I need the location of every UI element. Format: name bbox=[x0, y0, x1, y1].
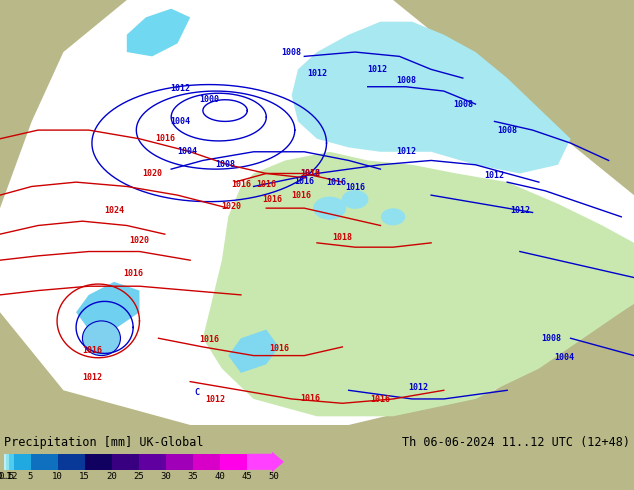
Text: 1008: 1008 bbox=[215, 160, 235, 169]
Polygon shape bbox=[228, 330, 279, 373]
Circle shape bbox=[342, 191, 368, 208]
Bar bbox=[84, 454, 112, 470]
Text: 1016: 1016 bbox=[256, 180, 276, 189]
Text: 1012: 1012 bbox=[307, 69, 327, 78]
Text: 1016: 1016 bbox=[199, 336, 219, 344]
Polygon shape bbox=[127, 9, 190, 56]
Text: 25: 25 bbox=[133, 472, 144, 481]
Text: 30: 30 bbox=[160, 472, 171, 481]
Text: 1016: 1016 bbox=[294, 177, 314, 186]
Text: 1016: 1016 bbox=[345, 183, 365, 192]
Text: 1000: 1000 bbox=[199, 95, 219, 104]
Bar bbox=[6, 454, 9, 470]
Text: 1020: 1020 bbox=[129, 236, 150, 245]
Bar bbox=[58, 454, 84, 470]
Circle shape bbox=[314, 197, 346, 219]
FancyArrow shape bbox=[247, 452, 284, 472]
Bar bbox=[112, 454, 139, 470]
Text: 1012: 1012 bbox=[396, 147, 416, 156]
Text: C: C bbox=[194, 388, 199, 397]
Text: 1004: 1004 bbox=[554, 353, 574, 362]
Text: 1012: 1012 bbox=[205, 395, 226, 404]
Text: 1012: 1012 bbox=[171, 84, 191, 94]
Bar bbox=[139, 454, 165, 470]
Text: 50: 50 bbox=[269, 472, 280, 481]
Text: 2: 2 bbox=[11, 472, 17, 481]
Text: 1008: 1008 bbox=[453, 99, 473, 109]
Circle shape bbox=[382, 209, 404, 224]
Text: 1004: 1004 bbox=[171, 117, 191, 126]
Text: 0.1: 0.1 bbox=[0, 472, 12, 481]
Text: 1016: 1016 bbox=[291, 191, 311, 199]
Text: 1012: 1012 bbox=[408, 383, 429, 392]
Text: 35: 35 bbox=[188, 472, 198, 481]
Text: 1016: 1016 bbox=[301, 394, 321, 403]
Text: 1012: 1012 bbox=[367, 65, 387, 74]
Text: 1012: 1012 bbox=[301, 169, 321, 178]
Bar bbox=[193, 454, 220, 470]
Bar bbox=[15, 454, 30, 470]
Bar bbox=[4, 454, 6, 470]
Bar bbox=[30, 454, 58, 470]
Text: 5: 5 bbox=[28, 472, 33, 481]
Text: 1020: 1020 bbox=[142, 169, 162, 178]
Text: 1016: 1016 bbox=[123, 269, 143, 278]
Bar bbox=[220, 454, 247, 470]
Text: 1004: 1004 bbox=[177, 147, 197, 156]
Text: 1008: 1008 bbox=[396, 76, 416, 85]
Text: Th 06-06-2024 11..12 UTC (12+48): Th 06-06-2024 11..12 UTC (12+48) bbox=[402, 436, 630, 449]
Text: 15: 15 bbox=[79, 472, 90, 481]
Text: 1016: 1016 bbox=[269, 344, 289, 353]
Text: 1024: 1024 bbox=[104, 206, 124, 215]
Text: 1016: 1016 bbox=[262, 195, 283, 204]
Text: 0.5: 0.5 bbox=[0, 472, 14, 481]
Text: 1012: 1012 bbox=[484, 171, 505, 180]
Text: 1016: 1016 bbox=[231, 180, 251, 189]
Text: 40: 40 bbox=[214, 472, 225, 481]
Text: 20: 20 bbox=[107, 472, 117, 481]
Polygon shape bbox=[76, 282, 139, 330]
Text: 1020: 1020 bbox=[221, 202, 242, 211]
Polygon shape bbox=[0, 0, 634, 425]
Text: 1012: 1012 bbox=[82, 373, 102, 382]
Polygon shape bbox=[292, 22, 571, 173]
Text: 1016: 1016 bbox=[370, 395, 391, 404]
Text: 1018: 1018 bbox=[332, 233, 353, 242]
Bar bbox=[9, 454, 15, 470]
Text: 1012: 1012 bbox=[510, 206, 530, 215]
Polygon shape bbox=[203, 152, 634, 416]
Text: 45: 45 bbox=[242, 472, 252, 481]
Ellipse shape bbox=[82, 321, 120, 356]
Text: 1016: 1016 bbox=[326, 178, 346, 187]
Text: 1008: 1008 bbox=[541, 334, 562, 343]
Text: 1016: 1016 bbox=[155, 134, 175, 143]
Text: 10: 10 bbox=[52, 472, 63, 481]
Bar bbox=[165, 454, 193, 470]
Text: 1016: 1016 bbox=[301, 169, 321, 178]
Text: 1008: 1008 bbox=[497, 125, 517, 135]
Text: 1016: 1016 bbox=[82, 346, 102, 355]
Text: 1008: 1008 bbox=[281, 48, 302, 56]
Text: Precipitation [mm] UK-Global: Precipitation [mm] UK-Global bbox=[4, 436, 204, 449]
Text: 1: 1 bbox=[6, 472, 11, 481]
